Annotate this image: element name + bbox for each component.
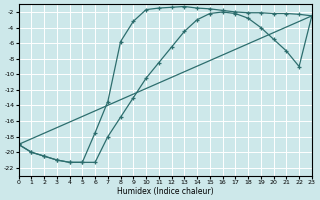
X-axis label: Humidex (Indice chaleur): Humidex (Indice chaleur) — [117, 187, 213, 196]
